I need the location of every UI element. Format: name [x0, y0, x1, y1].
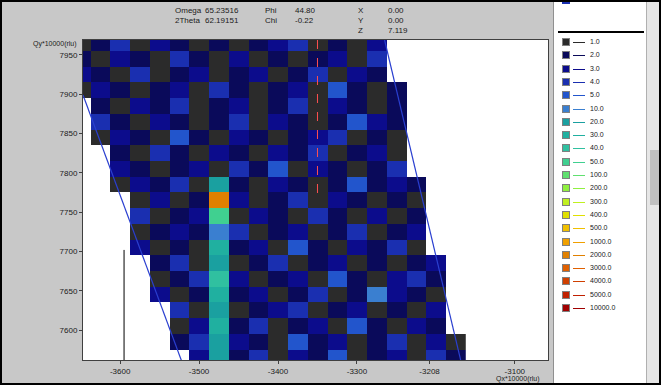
- html-text:0.00: 0.00: [388, 16, 404, 25]
- html-text:50.0: 50.0: [590, 157, 604, 165]
- svg-text:-3500: -3500: [189, 367, 210, 376]
- html-text:Z: Z: [358, 26, 363, 35]
- svg-text:7950: 7950: [60, 51, 78, 60]
- svg-text:7900: 7900: [60, 90, 78, 99]
- html-text:Chi: Chi: [265, 16, 277, 25]
- html-text:-0.22: -0.22: [295, 16, 314, 25]
- html-text:4000.0: 4000.0: [590, 277, 612, 285]
- html-text:X: X: [358, 6, 364, 15]
- html-text:7.119: 7.119: [388, 26, 408, 35]
- html-text:300.0: 300.0: [590, 197, 608, 205]
- html-text:2.0: 2.0: [590, 51, 600, 59]
- html-text:10000.0: 10000.0: [590, 304, 616, 311]
- html-text:4.0: 4.0: [590, 77, 600, 85]
- html-text:30.0: 30.0: [590, 131, 604, 139]
- html-text:400.0: 400.0: [590, 210, 608, 218]
- svg-text:-3400: -3400: [268, 367, 289, 376]
- html-text:2000.0: 2000.0: [590, 250, 612, 258]
- svg-text:7850: 7850: [60, 129, 78, 138]
- html-text:3000.0: 3000.0: [590, 264, 612, 272]
- html-text:3.0: 3.0: [590, 64, 600, 72]
- html-text:Omega 65.23516: Omega 65.23516: [175, 6, 239, 15]
- html-text:500.0: 500.0: [590, 224, 608, 232]
- html-text:100.0: 100.0: [590, 171, 608, 178]
- svg-text:Qx*10000(rlu): Qx*10000(rlu): [496, 375, 540, 383]
- svg-text:7650: 7650: [60, 287, 78, 296]
- svg-text:-3100: -3100: [505, 367, 526, 376]
- html-text:1000.0: 1000.0: [590, 237, 612, 245]
- html-text:1.0: 1.0: [590, 38, 600, 45]
- svg-text:Qy*10000(rlu): Qy*10000(rlu): [33, 40, 77, 48]
- svg-text:-3600: -3600: [110, 367, 131, 376]
- svg-text:-3300: -3300: [347, 367, 368, 376]
- svg-text:7700: 7700: [60, 247, 78, 256]
- html-text:2Theta: 2Theta: [175, 16, 200, 25]
- html-text:62.19151: 62.19151: [205, 16, 239, 25]
- html-text:Y: Y: [358, 16, 364, 25]
- html-text:200.0: 200.0: [590, 184, 608, 192]
- html-text:5.0: 5.0: [590, 91, 600, 99]
- html-text:44.80: 44.80: [295, 6, 315, 15]
- svg-text:7750: 7750: [60, 208, 78, 217]
- svg-text:-3208: -3208: [419, 367, 440, 376]
- html-text:0.00: 0.00: [388, 6, 404, 15]
- html-text:20.0: 20.0: [590, 117, 604, 125]
- svg-text:7800: 7800: [60, 169, 78, 178]
- svg-text:7600: 7600: [60, 326, 78, 335]
- html-text:Phi: Phi: [265, 6, 277, 15]
- html-text:10.0: 10.0: [590, 104, 604, 112]
- html-text:40.0: 40.0: [590, 144, 604, 152]
- html-text:5000.0: 5000.0: [590, 290, 612, 298]
